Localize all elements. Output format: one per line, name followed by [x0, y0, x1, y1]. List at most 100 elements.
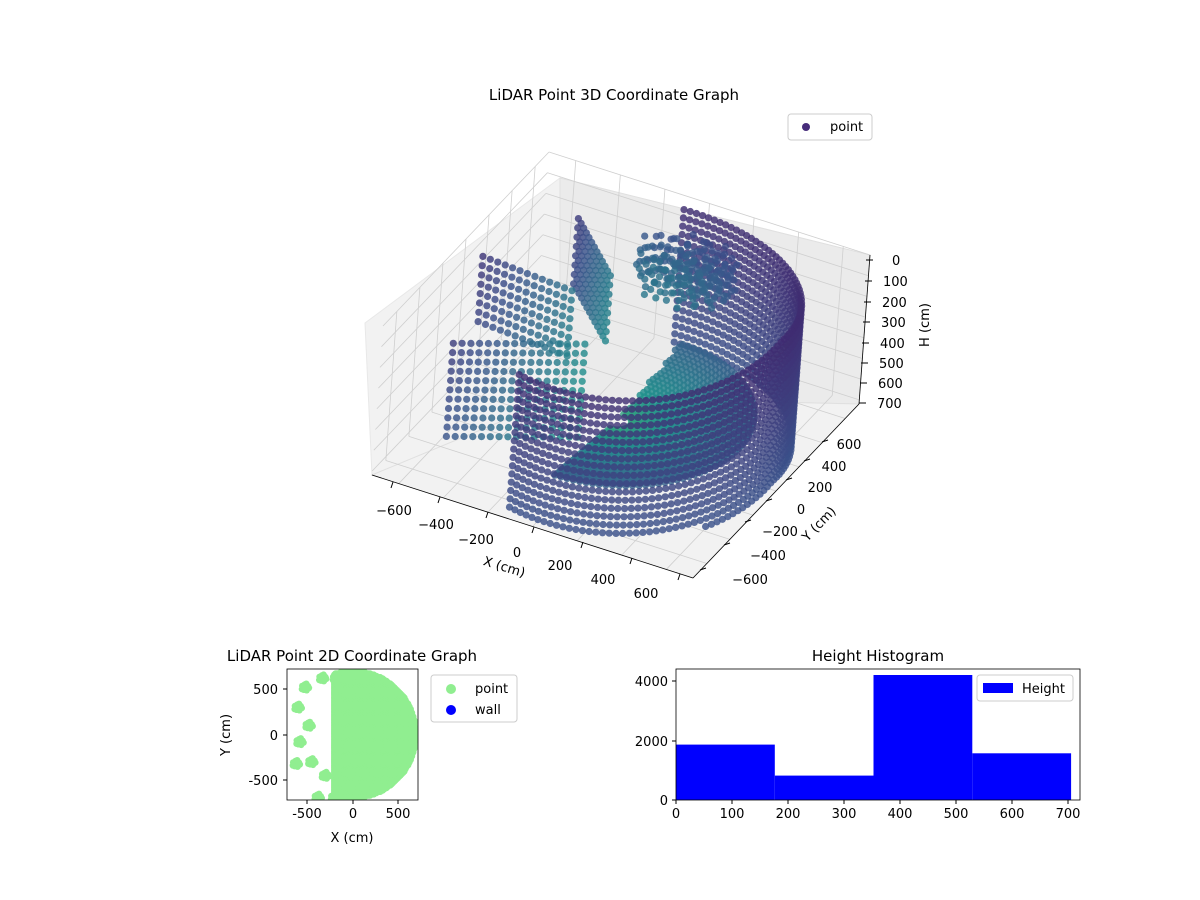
lidar-point — [458, 339, 466, 347]
lidar-point — [710, 487, 718, 495]
lidar-point — [586, 519, 594, 527]
lidar-point — [547, 418, 556, 426]
lidar-point — [571, 441, 580, 450]
lidar-point — [627, 504, 635, 512]
lidar-point — [518, 484, 526, 492]
lidar-point — [544, 468, 552, 476]
lidar-point — [675, 296, 683, 305]
lidar-point — [581, 340, 589, 348]
lidar-point — [542, 334, 550, 342]
lidar-point — [613, 430, 621, 438]
lidar-point — [447, 376, 455, 385]
lidar-point — [672, 515, 680, 523]
lidar-point — [510, 349, 518, 357]
lidar-point — [608, 405, 616, 413]
lidar-point — [668, 483, 676, 491]
lidar-point — [654, 412, 662, 420]
lidar-point — [598, 529, 607, 537]
lidar-point — [592, 428, 601, 436]
lidar-point — [635, 397, 643, 405]
lidar-point — [661, 411, 669, 419]
lidar-point — [592, 520, 601, 528]
lidar-point — [716, 304, 724, 312]
lidar-point — [511, 429, 519, 437]
lidar-point — [660, 251, 668, 259]
lidar-point — [677, 332, 685, 340]
lidar-point — [514, 387, 522, 395]
lidar-point — [490, 377, 498, 385]
lidar-point — [542, 493, 550, 501]
lidar-point — [568, 399, 576, 407]
lidar-point — [550, 318, 559, 326]
lidar-point — [632, 529, 640, 537]
lidar-point — [681, 391, 690, 399]
lidar-point — [714, 328, 722, 337]
lidar-point — [621, 505, 629, 513]
lidar-point — [597, 462, 605, 470]
lidar-point — [659, 518, 667, 526]
lidar-point — [685, 309, 693, 317]
lidar-point — [538, 285, 546, 293]
lidar-point — [702, 514, 710, 522]
lidar-point — [646, 429, 654, 437]
lidar-point — [648, 270, 656, 279]
lidar-point — [684, 439, 692, 447]
lidar-point — [702, 324, 711, 332]
lidar-point — [614, 413, 622, 421]
lidar-point — [630, 471, 638, 479]
lidar-point — [579, 359, 588, 367]
lidar-point — [553, 513, 561, 521]
lidar-point — [593, 512, 601, 520]
lidar-point — [629, 480, 637, 488]
lidar-point — [535, 414, 543, 422]
lidar-point — [469, 423, 477, 431]
lidar-point — [699, 402, 707, 411]
lidar-point — [570, 368, 578, 376]
lidar-point — [544, 368, 552, 376]
lidar-point — [701, 285, 709, 293]
lidar-point — [691, 319, 699, 327]
lidar-point — [493, 339, 501, 348]
lidar-point — [555, 404, 563, 412]
lidar-point — [671, 330, 679, 338]
lidar-point — [534, 431, 542, 439]
x-tick-label: −400 — [418, 518, 454, 533]
lidar-point — [585, 527, 593, 536]
lidar-point — [642, 487, 650, 495]
lidar-point — [641, 275, 649, 283]
lidar-point — [679, 307, 687, 315]
lidar-point — [650, 279, 658, 287]
lidar-point — [721, 410, 729, 418]
lidar-point — [646, 528, 654, 536]
z-tick-label: 0 — [892, 254, 900, 269]
lidar-point — [521, 297, 530, 306]
lidar-point — [633, 422, 642, 430]
lidar-point — [558, 447, 566, 455]
lidar-point — [571, 450, 579, 458]
lidar-point — [727, 463, 736, 471]
lidar-point — [636, 479, 644, 487]
lidar-point — [704, 222, 712, 230]
lidar-point — [572, 525, 580, 534]
lidar-point — [693, 396, 702, 404]
legend-3d[interactable]: point — [787, 113, 873, 141]
lidar-point — [547, 503, 556, 511]
lidar-point — [518, 415, 526, 423]
lidar-point — [499, 289, 507, 297]
lidar-point — [670, 289, 678, 297]
lidar-point — [518, 492, 526, 500]
lidar-point — [678, 323, 686, 331]
lidar-point — [544, 306, 552, 314]
lidar-point — [711, 255, 719, 263]
lidar-point — [564, 457, 572, 465]
lidar-point — [519, 475, 527, 483]
lidar-point — [516, 431, 525, 439]
lidar-point — [722, 221, 730, 229]
lidar-point — [661, 501, 669, 509]
lidar-point — [519, 349, 527, 357]
lidar-point — [647, 503, 656, 511]
lidar-point — [697, 279, 706, 287]
lidar-point — [621, 496, 629, 504]
lidar-point — [608, 396, 616, 404]
lidar-point — [556, 480, 564, 488]
